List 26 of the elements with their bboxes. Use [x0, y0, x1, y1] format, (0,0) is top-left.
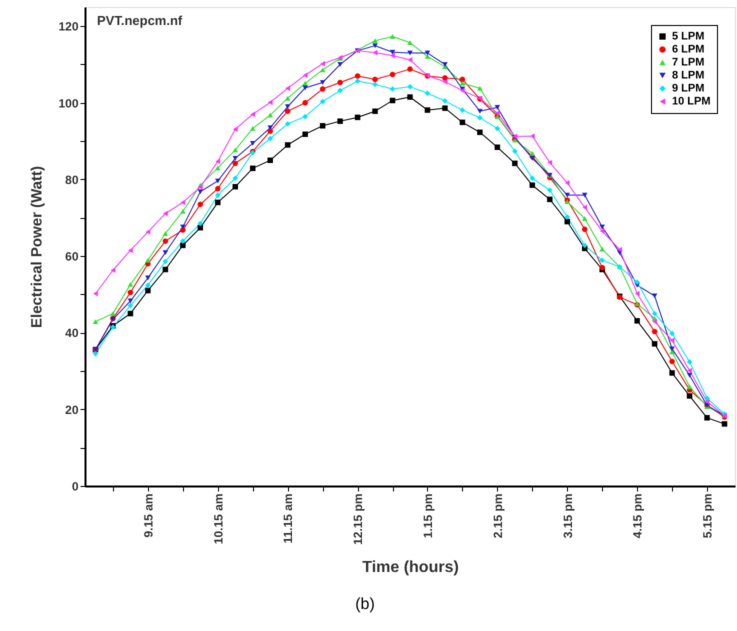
y-tick-label: 40	[65, 326, 79, 340]
y-tick-label: 120	[58, 20, 79, 34]
x-tick-label: 5.15 pm	[700, 494, 715, 538]
y-tick-label: 20	[65, 402, 79, 417]
legend-label: 7 LPM	[672, 56, 704, 68]
legend-label: 9 LPM	[672, 82, 704, 94]
legend-label: 6 LPM	[672, 44, 704, 56]
x-axis-title: Time (hours)	[362, 558, 459, 576]
text: (b)	[355, 596, 375, 613]
x-tick-label: 3.15 pm	[560, 494, 575, 538]
x-tick-label: 10.15 am	[211, 494, 226, 544]
y-tick-label: 80	[65, 172, 79, 187]
legend-label: 5 LPM	[672, 30, 704, 42]
annotation: PVT.nepcm.nf	[97, 13, 183, 28]
x-tick-label: 2.15 pm	[490, 494, 505, 538]
y-tick-label: 0	[72, 480, 79, 494]
legend-label: 10 LPM	[672, 96, 711, 108]
legend-label: 8 LPM	[672, 70, 704, 82]
x-tick-label: 11.15 am	[281, 494, 296, 544]
x-tick-label: 12.15 pm	[351, 494, 366, 545]
x-tick-label: 1.15 pm	[420, 494, 435, 538]
y-tick-label: 100	[58, 96, 79, 110]
x-tick-label: 4.15 pm	[630, 494, 645, 538]
y-axis-title: Electrical Power (Watt)	[28, 166, 46, 328]
y-tick-label: 60	[65, 250, 79, 264]
x-tick-label: 9.15 am	[141, 494, 156, 538]
